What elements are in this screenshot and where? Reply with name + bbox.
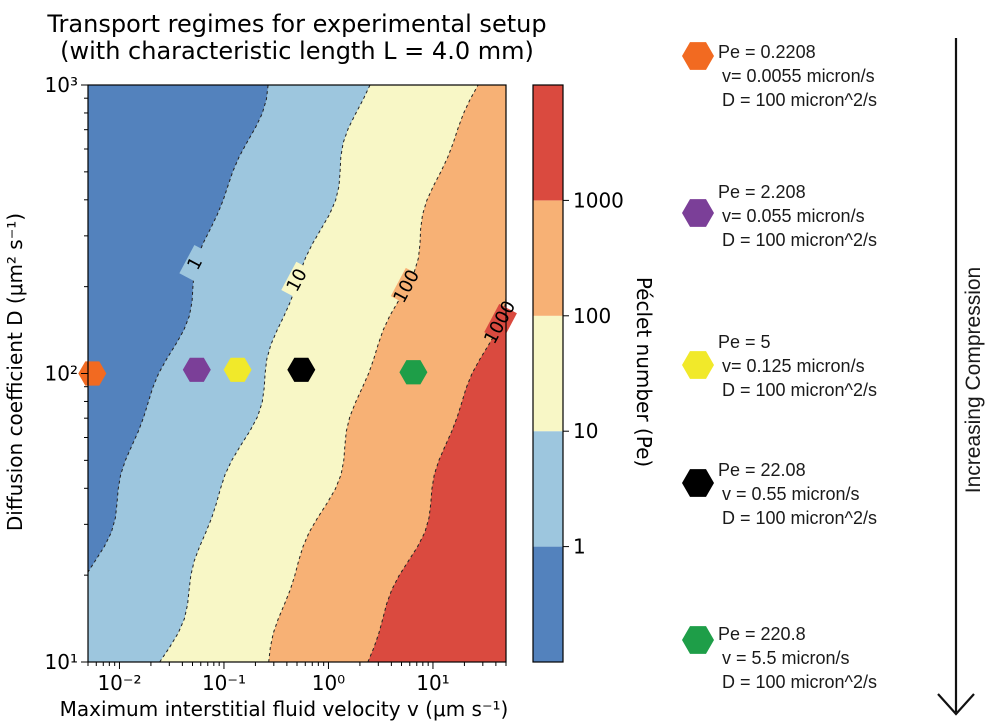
annotation-4: Pe = 22.08 v = 0.55 micron/s D = 100 micro… <box>718 458 877 530</box>
contour-line-1 <box>88 85 269 573</box>
y-tick-label-2: 10³ <box>45 73 78 97</box>
contour-line-1000 <box>367 290 506 662</box>
annotation-4-line1: Pe = 22.08 <box>718 460 806 480</box>
annotation-4-hexagon-icon <box>682 469 714 497</box>
colorbar-label: Péclet number (Pe) <box>632 277 656 467</box>
y-tick-label-1: 10² <box>45 362 78 386</box>
annotation-3-line2: v= 0.125 micron/s <box>722 356 865 376</box>
region-below-1 <box>88 85 269 573</box>
annotation-5-hexagon-icon <box>682 626 714 654</box>
annotation-2-line3: D = 100 micron^2/s <box>722 230 878 250</box>
colorbar-segment-1 <box>533 546 563 662</box>
y-axis-label: Diffusion coefficient D (μm² s⁻¹) <box>3 213 27 531</box>
annotation-1-line1: Pe = 0.2208 <box>718 42 816 62</box>
annotation-3-line3: D = 100 micron^2/s <box>722 380 878 400</box>
chart-title: Transport regimes for experimental setup… <box>46 10 546 65</box>
data-point-2 <box>182 357 211 382</box>
annotation-3: Pe = 5 v= 0.125 micron/s D = 100 micron^2/… <box>718 330 877 402</box>
contour-lines <box>88 85 506 662</box>
annotation-2-hexagon-icon <box>682 199 714 227</box>
arrow-label: Increasing Compression <box>962 266 985 494</box>
colorbar: 1 10 100 1000 <box>532 84 624 663</box>
annotation-4-line2: v = 0.55 micron/s <box>722 484 860 504</box>
annotation-3-hexagon-icon <box>682 351 714 379</box>
colorbar-segment-5 <box>533 85 563 201</box>
annotation-1-hexagon-icon <box>682 42 714 70</box>
colorbar-tick-label-2: 100 <box>573 304 611 328</box>
annotation-2-line1: Pe = 2.208 <box>718 182 806 202</box>
chart-title-line: (with characteristic length L = 4.0 mm) <box>60 37 534 65</box>
data-point-4 <box>287 357 316 382</box>
contour-regions <box>88 85 506 662</box>
y-tick-label-0: 10¹ <box>45 650 78 674</box>
contour-line-100 <box>268 85 479 662</box>
x-tick-label-2: 10⁰ <box>312 671 345 695</box>
annotation-2: Pe = 2.208 v= 0.055 micron/s D = 100 micro… <box>718 180 877 252</box>
annotation-5-line3: D = 100 micron^2/s <box>722 672 878 692</box>
colorbar-tick-label-1: 10 <box>573 419 598 443</box>
colorbar-tick-label-3: 1000 <box>573 188 624 212</box>
x-axis-label: Maximum interstitial fluid velocity v (μ… <box>60 697 509 721</box>
colorbar-tick-label-0: 1 <box>573 535 586 559</box>
data-point-5 <box>399 360 428 385</box>
contour-line-10 <box>159 85 371 662</box>
y-axis-ticks: 10¹ 10² 10³ <box>45 73 88 674</box>
annotation-3-line1: Pe = 5 <box>718 332 771 352</box>
data-points <box>78 357 428 386</box>
colorbar-segment-2 <box>533 431 563 547</box>
annotation-1-line2: v= 0.0055 micron/s <box>722 66 875 86</box>
annotation-2-line2: v= 0.055 micron/s <box>722 206 865 226</box>
data-point-1 <box>78 361 107 386</box>
compression-arrow <box>937 38 975 716</box>
annotation-1-line3: D = 100 micron^2/s <box>722 90 878 110</box>
colorbar-segment-4 <box>533 200 563 316</box>
annotation-5: Pe = 220.8 v = 5.5 micron/s D = 100 micron… <box>718 622 877 694</box>
x-axis-ticks: 10⁻² 10⁻¹ 10⁰ 10¹ <box>87 662 507 695</box>
colorbar-segment-3 <box>533 315 563 432</box>
data-point-3 <box>223 357 252 382</box>
x-tick-label-0: 10⁻² <box>97 671 141 695</box>
x-tick-label-1: 10⁻¹ <box>202 671 246 695</box>
x-tick-label-3: 10¹ <box>416 671 449 695</box>
annotation-5-line2: v = 5.5 micron/s <box>722 648 850 668</box>
annotation-4-line3: D = 100 micron^2/s <box>722 508 878 528</box>
annotation-1: Pe = 0.2208 v= 0.0055 micron/s D = 100 mic… <box>718 40 877 112</box>
annotation-5-line1: Pe = 220.8 <box>718 624 806 644</box>
chart-title-line: Transport regimes for experimental setup <box>46 10 546 38</box>
